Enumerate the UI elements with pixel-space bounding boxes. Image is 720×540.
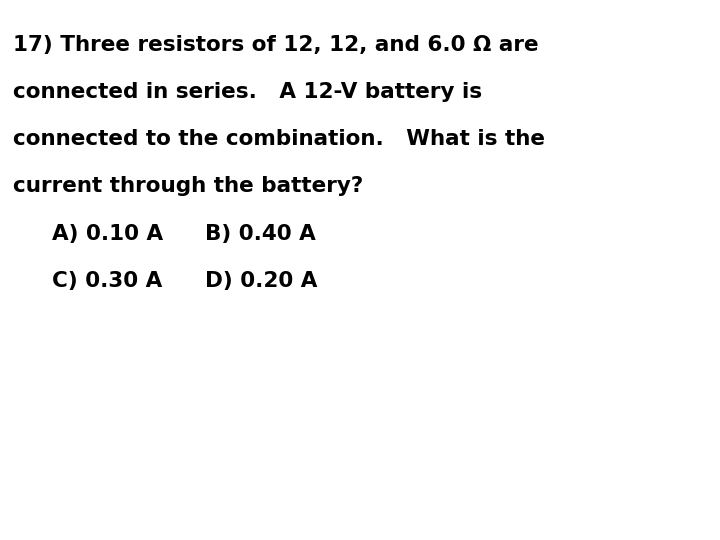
Text: B) 0.40 A: B) 0.40 A (205, 224, 316, 244)
Text: A) 0.10 A: A) 0.10 A (52, 224, 163, 244)
Text: connected in series.   A 12-V battery is: connected in series. A 12-V battery is (13, 82, 482, 102)
Text: current through the battery?: current through the battery? (13, 176, 363, 196)
Text: 17) Three resistors of 12, 12, and 6.0 Ω are: 17) Three resistors of 12, 12, and 6.0 Ω… (13, 35, 539, 55)
Text: C) 0.30 A: C) 0.30 A (52, 271, 162, 291)
Text: D) 0.20 A: D) 0.20 A (205, 271, 318, 291)
Text: connected to the combination.   What is the: connected to the combination. What is th… (13, 129, 545, 149)
